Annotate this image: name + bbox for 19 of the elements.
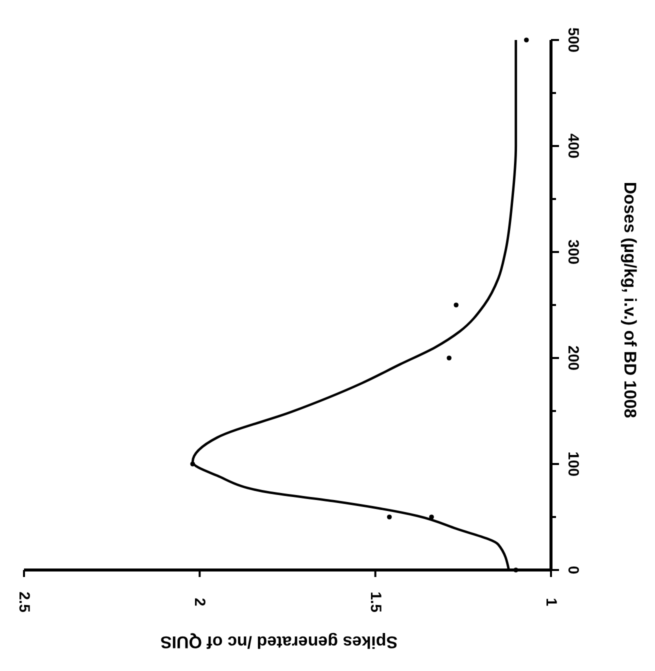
y-tick-label: 500 (564, 27, 582, 53)
x-tick-label: 1 (542, 598, 560, 606)
point (429, 514, 434, 520)
y-tick-label: 100 (564, 451, 582, 477)
x-tick-label: 2.5 (16, 592, 32, 612)
y-tick-label: 200 (564, 345, 582, 371)
y-tick-label: 0 (564, 566, 582, 574)
y-tick-label: 300 (564, 239, 582, 265)
point (524, 38, 529, 42)
y-tick-label: 400 (564, 133, 582, 159)
y-axis-title: Doses (µg/kg, i.v.) of BD 1008 (620, 182, 640, 418)
point (454, 302, 459, 308)
x-axis-title: Spikes generated /nc of QUIS (160, 632, 398, 652)
point (190, 462, 196, 466)
x-tick-label: 1.5 (366, 592, 384, 612)
point (446, 356, 452, 360)
point (386, 514, 392, 520)
x-tick-label: 2 (191, 598, 208, 606)
point (513, 568, 518, 572)
